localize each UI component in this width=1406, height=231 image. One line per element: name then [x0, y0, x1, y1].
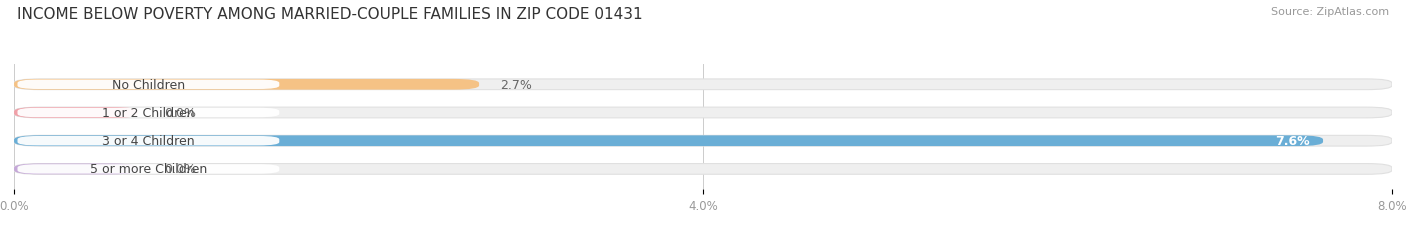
FancyBboxPatch shape	[14, 164, 138, 175]
Text: INCOME BELOW POVERTY AMONG MARRIED-COUPLE FAMILIES IN ZIP CODE 01431: INCOME BELOW POVERTY AMONG MARRIED-COUPL…	[17, 7, 643, 22]
FancyBboxPatch shape	[17, 80, 280, 90]
Text: 1 or 2 Children: 1 or 2 Children	[103, 106, 194, 119]
FancyBboxPatch shape	[17, 164, 280, 174]
FancyBboxPatch shape	[14, 136, 1323, 146]
Text: 5 or more Children: 5 or more Children	[90, 163, 207, 176]
FancyBboxPatch shape	[14, 108, 138, 118]
Text: No Children: No Children	[112, 79, 186, 91]
FancyBboxPatch shape	[14, 79, 1392, 90]
Text: 3 or 4 Children: 3 or 4 Children	[103, 135, 194, 148]
Text: 0.0%: 0.0%	[165, 163, 195, 176]
FancyBboxPatch shape	[14, 79, 479, 90]
FancyBboxPatch shape	[14, 136, 1392, 146]
FancyBboxPatch shape	[14, 164, 1392, 175]
Text: 7.6%: 7.6%	[1275, 135, 1309, 148]
FancyBboxPatch shape	[17, 136, 280, 146]
FancyBboxPatch shape	[17, 108, 280, 118]
Text: Source: ZipAtlas.com: Source: ZipAtlas.com	[1271, 7, 1389, 17]
Text: 2.7%: 2.7%	[499, 79, 531, 91]
Text: 0.0%: 0.0%	[165, 106, 195, 119]
FancyBboxPatch shape	[14, 108, 1392, 118]
